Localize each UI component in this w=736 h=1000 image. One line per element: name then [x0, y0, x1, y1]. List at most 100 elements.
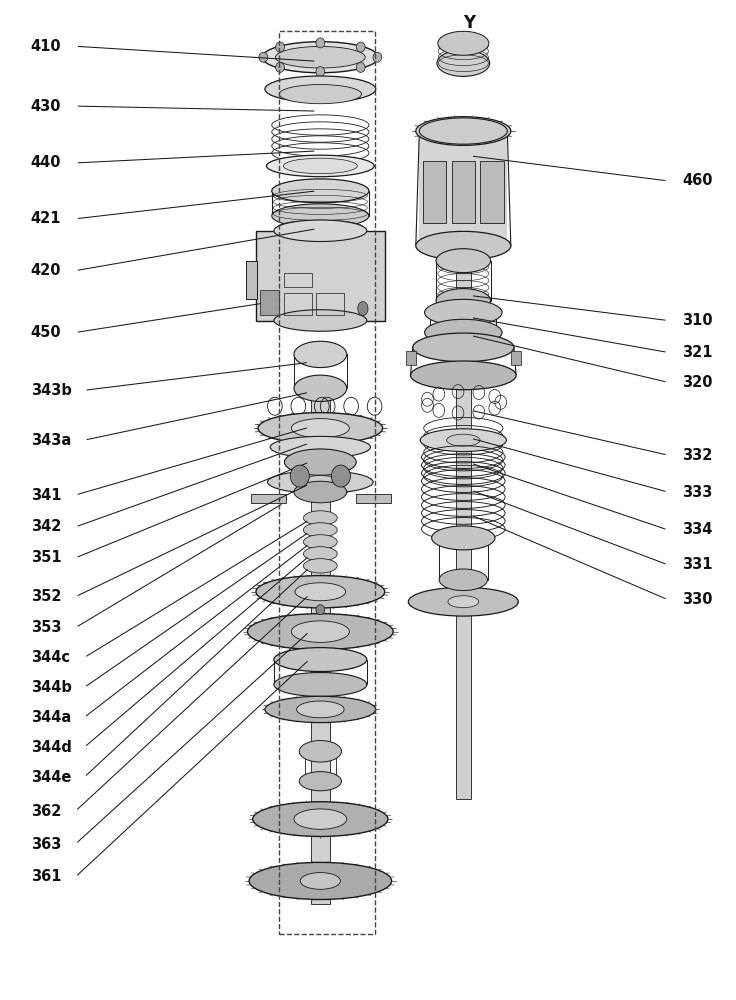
- Ellipse shape: [300, 873, 341, 889]
- Ellipse shape: [416, 231, 511, 260]
- Ellipse shape: [270, 436, 370, 458]
- Ellipse shape: [295, 583, 346, 601]
- Ellipse shape: [258, 413, 383, 444]
- Bar: [480, 161, 503, 223]
- Bar: [261, 290, 278, 315]
- Text: 344a: 344a: [31, 710, 71, 725]
- Ellipse shape: [316, 605, 325, 615]
- Text: 363: 363: [31, 837, 61, 852]
- Ellipse shape: [447, 434, 480, 446]
- Ellipse shape: [265, 76, 376, 102]
- Ellipse shape: [294, 375, 347, 401]
- Ellipse shape: [291, 419, 350, 438]
- Ellipse shape: [272, 179, 369, 203]
- Ellipse shape: [316, 38, 325, 48]
- Bar: [256, 231, 385, 320]
- Ellipse shape: [265, 696, 376, 723]
- Text: 344d: 344d: [31, 740, 71, 755]
- Text: 320: 320: [682, 375, 712, 390]
- Bar: [311, 390, 330, 904]
- Text: Y: Y: [463, 14, 475, 32]
- Ellipse shape: [303, 523, 337, 537]
- Bar: [246, 261, 258, 299]
- Bar: [423, 161, 447, 223]
- Text: 352: 352: [31, 589, 61, 604]
- Ellipse shape: [294, 809, 347, 829]
- Ellipse shape: [420, 118, 507, 144]
- Ellipse shape: [420, 429, 506, 452]
- Ellipse shape: [294, 341, 347, 368]
- Bar: [283, 293, 311, 315]
- Ellipse shape: [439, 569, 487, 591]
- Ellipse shape: [272, 204, 369, 228]
- Ellipse shape: [303, 547, 337, 561]
- Ellipse shape: [356, 42, 365, 52]
- Ellipse shape: [431, 526, 495, 550]
- Ellipse shape: [303, 559, 337, 573]
- Ellipse shape: [294, 481, 347, 503]
- Text: 344e: 344e: [31, 770, 71, 785]
- Ellipse shape: [284, 449, 356, 475]
- Ellipse shape: [316, 67, 325, 77]
- Text: 410: 410: [31, 39, 61, 54]
- Ellipse shape: [416, 117, 511, 145]
- Text: 351: 351: [31, 550, 61, 565]
- Text: 361: 361: [31, 869, 61, 884]
- Ellipse shape: [275, 62, 284, 72]
- Text: 450: 450: [31, 325, 61, 340]
- Ellipse shape: [425, 299, 502, 326]
- Text: 343b: 343b: [31, 383, 71, 398]
- Bar: [251, 494, 286, 503]
- Text: 343a: 343a: [31, 433, 71, 448]
- Text: 342: 342: [31, 519, 61, 534]
- Bar: [456, 231, 470, 799]
- Text: 353: 353: [31, 620, 61, 635]
- Text: 362: 362: [31, 804, 61, 819]
- Ellipse shape: [274, 220, 367, 242]
- Ellipse shape: [290, 465, 309, 487]
- Ellipse shape: [291, 621, 350, 642]
- Text: 330: 330: [682, 592, 712, 607]
- Bar: [355, 494, 391, 503]
- Ellipse shape: [249, 862, 392, 899]
- Ellipse shape: [448, 596, 478, 608]
- Ellipse shape: [437, 50, 489, 76]
- Text: 321: 321: [682, 345, 712, 360]
- Ellipse shape: [275, 42, 284, 52]
- Ellipse shape: [283, 158, 357, 174]
- Ellipse shape: [303, 535, 337, 549]
- Ellipse shape: [300, 741, 342, 762]
- Ellipse shape: [436, 289, 491, 313]
- Text: 341: 341: [31, 488, 61, 503]
- Ellipse shape: [279, 85, 361, 104]
- Ellipse shape: [413, 333, 514, 362]
- Ellipse shape: [373, 52, 382, 62]
- Bar: [420, 131, 507, 246]
- Bar: [406, 351, 416, 365]
- Ellipse shape: [408, 587, 518, 616]
- Ellipse shape: [262, 42, 378, 73]
- Ellipse shape: [259, 52, 268, 62]
- Bar: [452, 161, 475, 223]
- Text: 332: 332: [682, 448, 712, 463]
- Ellipse shape: [300, 772, 342, 791]
- Ellipse shape: [438, 31, 489, 55]
- Ellipse shape: [425, 319, 502, 346]
- Ellipse shape: [274, 673, 367, 696]
- Ellipse shape: [411, 361, 516, 390]
- Ellipse shape: [268, 471, 373, 493]
- Ellipse shape: [436, 249, 491, 273]
- Ellipse shape: [331, 465, 350, 487]
- Text: 440: 440: [31, 155, 61, 170]
- Bar: [316, 293, 344, 315]
- Text: 420: 420: [31, 263, 61, 278]
- Text: 421: 421: [31, 211, 61, 226]
- Ellipse shape: [256, 576, 385, 608]
- Ellipse shape: [275, 46, 365, 68]
- Ellipse shape: [356, 62, 365, 72]
- Text: 333: 333: [682, 485, 712, 500]
- Ellipse shape: [302, 475, 339, 489]
- Ellipse shape: [274, 310, 367, 331]
- Ellipse shape: [266, 155, 374, 177]
- Bar: [283, 273, 311, 287]
